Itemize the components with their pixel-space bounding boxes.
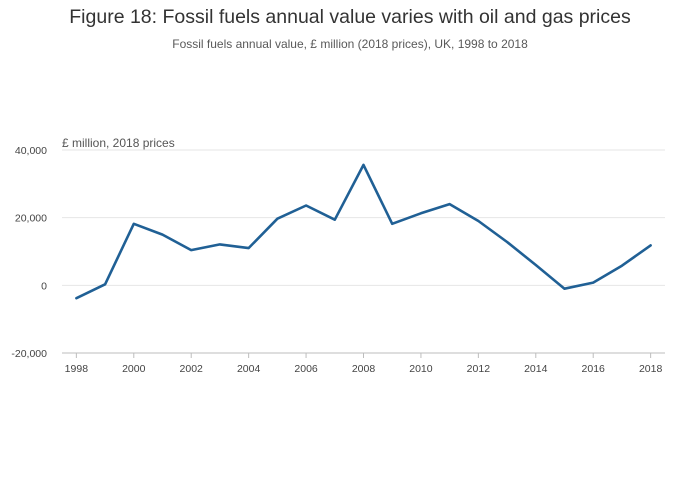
- x-tick-label: 2010: [409, 363, 433, 375]
- y-tick-label: -20,000: [11, 348, 47, 360]
- x-tick-label: 2018: [639, 363, 663, 375]
- y-tick-label: 0: [41, 280, 47, 292]
- x-tick-label: 2008: [352, 363, 376, 375]
- series: [75, 163, 652, 300]
- x-tick-label: 2000: [122, 363, 146, 375]
- chart-title: Figure 18: Fossil fuels annual value var…: [69, 6, 631, 28]
- x-tick-label: 2002: [180, 363, 204, 375]
- x-tick-label: 2016: [582, 363, 606, 375]
- y-tick-label: 40,000: [15, 145, 47, 157]
- axes: [62, 352, 665, 358]
- y-axis-unit-label: £ million, 2018 prices: [62, 136, 175, 150]
- chart-subtitle: Fossil fuels annual value, £ million (20…: [172, 37, 528, 51]
- x-tick-label: 2006: [294, 363, 318, 375]
- tick-labels: -20,000 0 20,000 40,000 1998 2000 2002 2004 2006…: [11, 145, 662, 375]
- x-tick-label: 2004: [237, 363, 261, 375]
- series-line: [75, 163, 652, 300]
- x-tick-label: 2012: [467, 363, 491, 375]
- y-tick-label: 20,000: [15, 213, 47, 225]
- x-tick-label: 1998: [65, 363, 89, 375]
- gridlines: [62, 149, 665, 286]
- x-tick-label: 2014: [524, 363, 548, 375]
